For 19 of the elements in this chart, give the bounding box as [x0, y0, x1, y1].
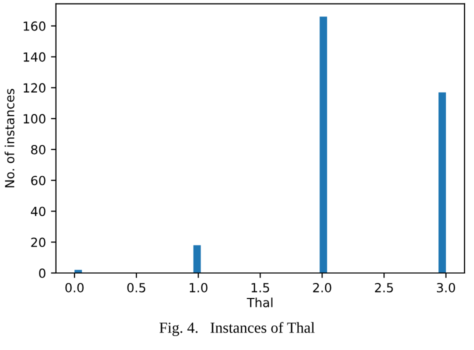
caption: Fig. 4. Instances of Thal [160, 322, 315, 336]
y-axis-title: No. of instances [4, 88, 14, 188]
x-tick-label: 2.0 [313, 282, 332, 292]
x-tick-label: 1.0 [190, 282, 208, 292]
x-tick-label: 1.5 [252, 283, 270, 292]
x-axis-title: Thal [246, 298, 272, 308]
y-tick-label: 20 [31, 238, 46, 248]
y-tick-label: 120 [24, 83, 46, 93]
y-tick-label: 0 [39, 268, 46, 278]
y-tick-label: 160 [24, 21, 46, 31]
y-tick-label: 100 [24, 114, 46, 124]
y-tick-label: 140 [24, 52, 46, 62]
y-tick-label: 40 [30, 206, 46, 216]
x-tick-label: 0.0 [65, 282, 84, 292]
x-tick-label: 0.5 [127, 282, 146, 292]
x-tick-label: 3.0 [436, 282, 456, 292]
y-tick-label: 60 [31, 176, 46, 186]
y-tick-label: 80 [31, 144, 46, 154]
x-tick-label: 2.5 [375, 282, 393, 292]
